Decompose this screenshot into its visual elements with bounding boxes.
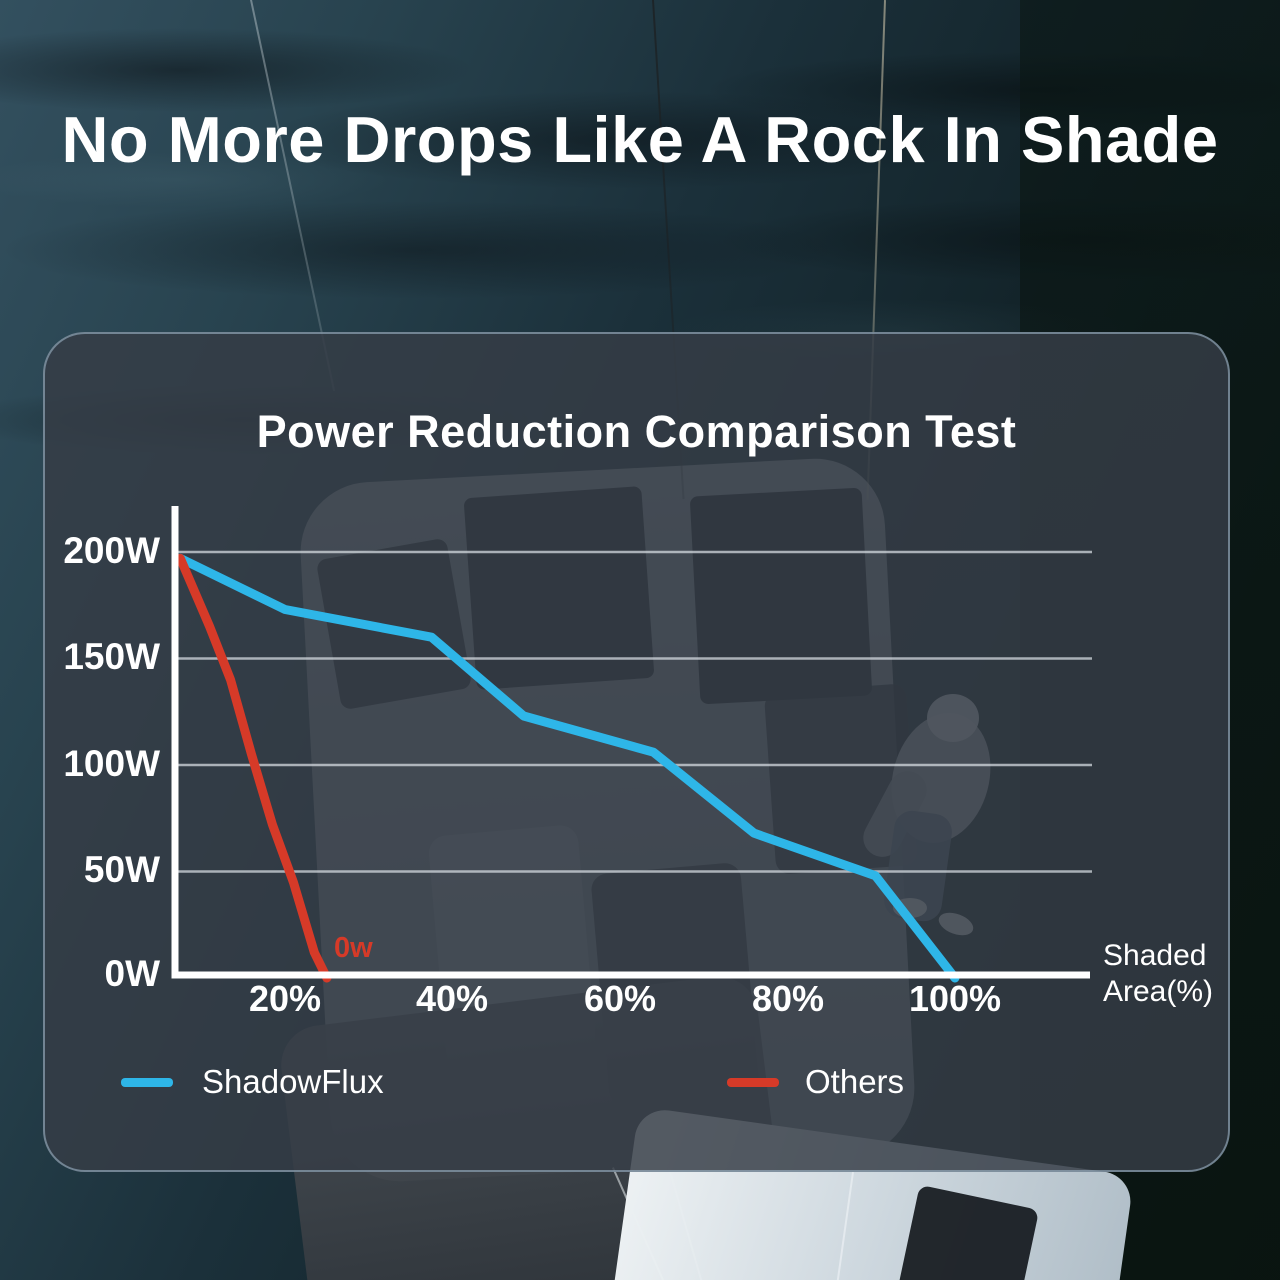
x-tick-40: 40% [415,978,489,1019]
y-tick-50w: 50W [83,849,160,890]
x-tick-20: 20% [248,978,322,1019]
chart-axes [171,506,1090,979]
zero-watt-annotation: 0w [334,932,373,964]
y-tick-200w: 200W [63,530,160,571]
x-tick-100: 100% [908,978,1002,1019]
x-axis-label-line1: Shaded [1103,939,1207,972]
y-tick-0w: 0W [104,953,161,994]
legend-swatch-shadowflux [121,1078,173,1087]
x-tick-80: 80% [751,978,825,1019]
legend-label-shadowflux: ShadowFlux [202,1063,384,1100]
legend-label-others: Others [805,1063,905,1100]
x-axis-label-line2: Area(%) [1103,975,1214,1008]
y-tick-100w: 100W [63,743,160,784]
legend-swatch-others [727,1078,779,1087]
y-tick-150w: 150W [63,636,160,677]
x-tick-60: 60% [583,978,657,1019]
x-axis-label: Shaded Area(%) [1103,938,1213,1010]
page-title: No More Drops Like A Rock In Shade [61,103,1219,176]
series-line-others [175,553,332,983]
series-line-shadowflux [175,553,960,983]
chart-title: Power Reduction Comparison Test [256,406,1017,457]
